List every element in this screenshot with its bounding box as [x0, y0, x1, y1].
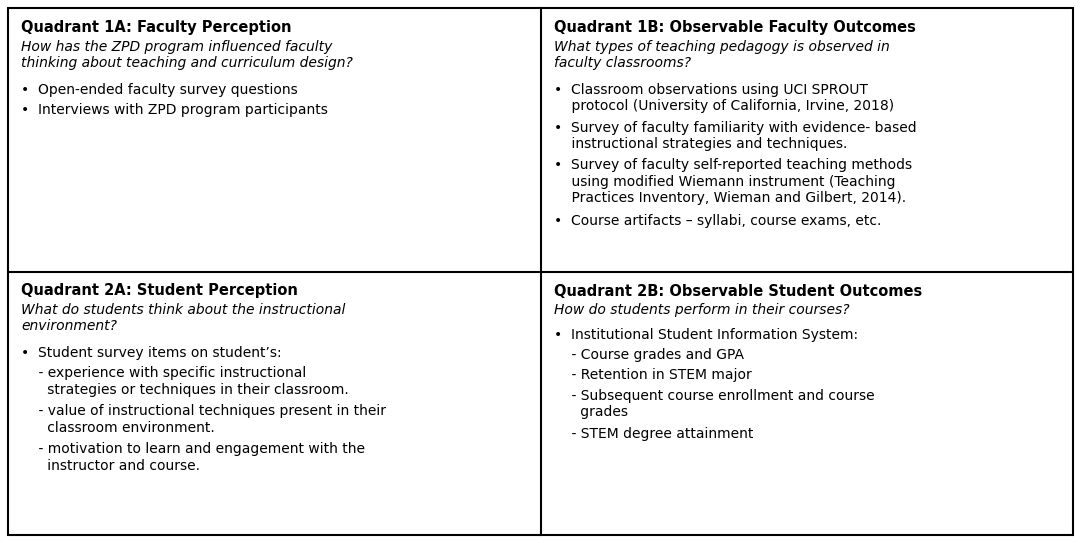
Text: How has the ZPD program influenced faculty
thinking about teaching and curriculu: How has the ZPD program influenced facul… — [21, 40, 352, 70]
Text: - experience with specific instructional
      strategies or techniques in their: - experience with specific instructional… — [21, 367, 349, 397]
Text: •  Survey of faculty self-reported teaching methods
    using modified Wiemann i: • Survey of faculty self-reported teachi… — [553, 159, 911, 205]
Text: •  Survey of faculty familiarity with evidence- based
    instructional strategi: • Survey of faculty familiarity with evi… — [553, 121, 916, 151]
Text: What types of teaching pedagogy is observed in
faculty classrooms?: What types of teaching pedagogy is obser… — [553, 40, 890, 70]
Text: Quadrant 2B: Observable Student Outcomes: Quadrant 2B: Observable Student Outcomes — [553, 283, 922, 299]
Text: - Course grades and GPA: - Course grades and GPA — [553, 348, 744, 362]
Text: - value of instructional techniques present in their
      classroom environment: - value of instructional techniques pres… — [21, 405, 386, 435]
Text: •  Institutional Student Information System:: • Institutional Student Information Syst… — [553, 327, 857, 342]
Text: What do students think about the instructional
environment?: What do students think about the instruc… — [21, 303, 345, 333]
Text: - Subsequent course enrollment and course
      grades: - Subsequent course enrollment and cours… — [553, 389, 875, 419]
Text: •  Course artifacts – syllabi, course exams, etc.: • Course artifacts – syllabi, course exa… — [553, 214, 881, 228]
Text: Quadrant 2A: Student Perception: Quadrant 2A: Student Perception — [21, 283, 298, 299]
Text: Quadrant 1B: Observable Faculty Outcomes: Quadrant 1B: Observable Faculty Outcomes — [553, 20, 916, 35]
Text: - STEM degree attainment: - STEM degree attainment — [553, 427, 752, 441]
Text: •  Classroom observations using UCI SPROUT
    protocol (University of Californi: • Classroom observations using UCI SPROU… — [553, 83, 894, 113]
Text: - motivation to learn and engagement with the
      instructor and course.: - motivation to learn and engagement wit… — [21, 443, 365, 473]
Text: •  Open-ended faculty survey questions: • Open-ended faculty survey questions — [21, 83, 297, 97]
Text: Quadrant 1A: Faculty Perception: Quadrant 1A: Faculty Perception — [21, 20, 292, 35]
Text: •  Interviews with ZPD program participants: • Interviews with ZPD program participan… — [21, 103, 328, 117]
Text: •  Student survey items on student’s:: • Student survey items on student’s: — [21, 346, 282, 360]
Text: How do students perform in their courses?: How do students perform in their courses… — [553, 303, 849, 317]
Text: - Retention in STEM major: - Retention in STEM major — [553, 369, 751, 382]
